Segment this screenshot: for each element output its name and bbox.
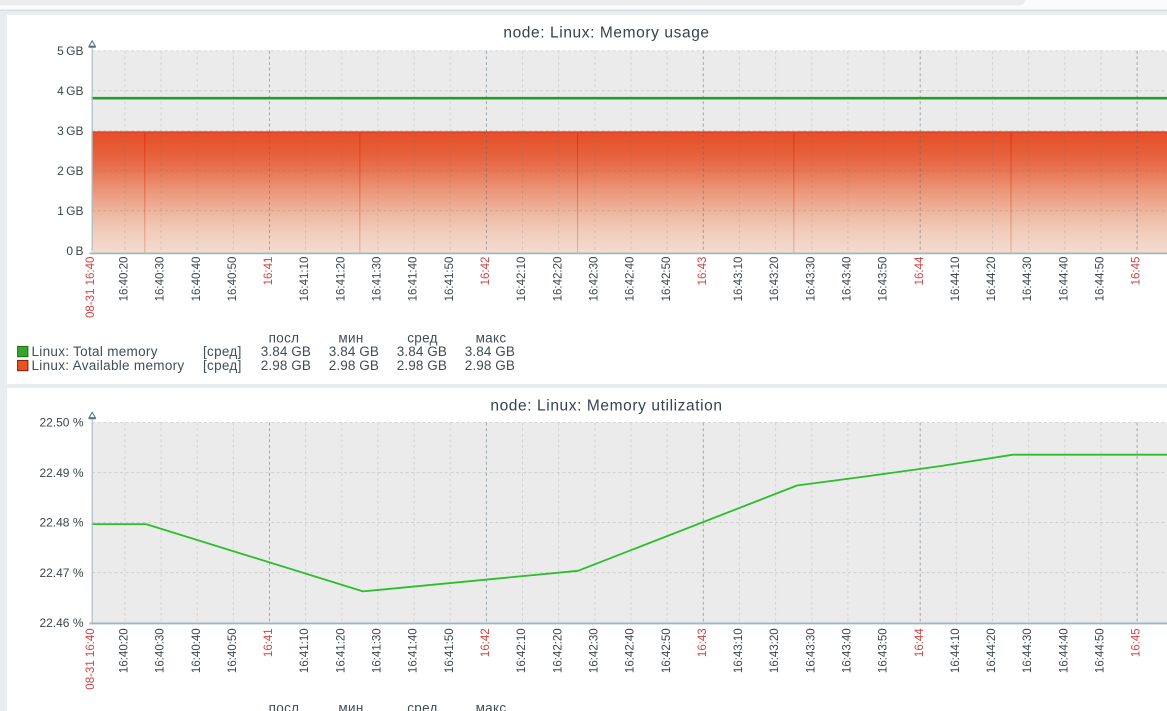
svg-text:22.46 %: 22.46 %: [39, 616, 83, 630]
svg-text:Linux: Total memory: Linux: Total memory: [32, 344, 158, 359]
svg-text:16:44:50: 16:44:50: [1095, 257, 1107, 302]
svg-text:сред: сред: [407, 701, 438, 711]
svg-text:16:42:10: 16:42:10: [516, 257, 528, 302]
svg-text:16:42: 16:42: [480, 628, 492, 657]
svg-text:2 GB: 2 GB: [57, 164, 83, 178]
svg-text:16:41:20: 16:41:20: [335, 628, 347, 673]
svg-text:16:43:10: 16:43:10: [733, 257, 745, 302]
svg-text:16:45: 16:45: [1131, 257, 1143, 286]
svg-text:16:42:30: 16:42:30: [589, 257, 601, 302]
svg-text:16:44: 16:44: [914, 628, 926, 657]
svg-text:node: Linux: Memory utilizatio: node: Linux: Memory utilization: [490, 397, 722, 414]
svg-text:16:43:40: 16:43:40: [842, 628, 854, 673]
svg-text:16:41:50: 16:41:50: [444, 628, 456, 673]
svg-text:16:44:10: 16:44:10: [950, 257, 962, 302]
svg-text:4 GB: 4 GB: [57, 84, 83, 98]
svg-text:16:43:10: 16:43:10: [733, 628, 745, 673]
svg-text:22.48 %: 22.48 %: [39, 516, 83, 530]
svg-text:посл: посл: [269, 331, 300, 346]
svg-text:16:41:30: 16:41:30: [372, 257, 384, 302]
svg-text:Linux: Available memory: Linux: Available memory: [32, 358, 185, 373]
svg-text:16:43:20: 16:43:20: [769, 257, 781, 302]
svg-text:16:41:40: 16:41:40: [408, 257, 420, 302]
svg-text:16:41:50: 16:41:50: [444, 257, 456, 302]
svg-text:макс: макс: [476, 331, 507, 346]
svg-text:[сред]: [сред]: [203, 344, 242, 359]
svg-text:16:40:40: 16:40:40: [191, 257, 203, 302]
svg-text:16:43: 16:43: [697, 628, 709, 657]
svg-text:16:41:40: 16:41:40: [408, 628, 420, 673]
svg-text:16:44:30: 16:44:30: [1022, 257, 1034, 302]
svg-text:node: Linux: Memory usage: node: Linux: Memory usage: [503, 24, 709, 41]
svg-text:3.84 GB: 3.84 GB: [329, 344, 379, 359]
svg-text:16:44:30: 16:44:30: [1022, 628, 1034, 673]
svg-text:08-31 16:40: 08-31 16:40: [85, 257, 97, 318]
svg-text:3.84 GB: 3.84 GB: [261, 344, 311, 359]
svg-text:22.49 %: 22.49 %: [39, 466, 83, 480]
svg-text:16:43:40: 16:43:40: [842, 257, 854, 302]
svg-text:16:41:20: 16:41:20: [335, 257, 347, 302]
svg-text:2.98 GB: 2.98 GB: [465, 358, 515, 373]
svg-text:3.84 GB: 3.84 GB: [465, 344, 515, 359]
svg-text:16:43:50: 16:43:50: [878, 628, 890, 673]
svg-text:08-31 16:40: 08-31 16:40: [85, 628, 97, 689]
svg-text:16:40:40: 16:40:40: [191, 628, 203, 673]
svg-text:16:41:30: 16:41:30: [372, 628, 384, 673]
svg-text:16:43:50: 16:43:50: [878, 257, 890, 302]
svg-text:16:42: 16:42: [480, 257, 492, 286]
svg-text:16:44:50: 16:44:50: [1095, 628, 1107, 673]
svg-text:16:42:20: 16:42:20: [552, 257, 564, 302]
svg-text:16:43:30: 16:43:30: [805, 257, 817, 302]
svg-text:16:42:40: 16:42:40: [625, 257, 637, 302]
svg-text:16:44:20: 16:44:20: [986, 628, 998, 673]
svg-text:16:41:10: 16:41:10: [299, 257, 311, 302]
svg-text:16:45: 16:45: [1131, 628, 1143, 657]
svg-text:16:40:20: 16:40:20: [119, 628, 131, 673]
svg-text:16:43:30: 16:43:30: [805, 628, 817, 673]
svg-text:16:40:30: 16:40:30: [155, 628, 167, 673]
svg-text:3.84 GB: 3.84 GB: [397, 344, 447, 359]
svg-text:16:42:20: 16:42:20: [552, 628, 564, 673]
svg-text:22.47 %: 22.47 %: [39, 566, 83, 580]
svg-text:16:41: 16:41: [263, 257, 275, 286]
svg-text:16:42:30: 16:42:30: [589, 628, 601, 673]
svg-text:16:42:40: 16:42:40: [625, 628, 637, 673]
svg-text:мин: мин: [338, 331, 363, 346]
svg-text:16:42:10: 16:42:10: [516, 628, 528, 673]
svg-text:2.98 GB: 2.98 GB: [261, 358, 311, 373]
svg-text:22.50 %: 22.50 %: [39, 416, 83, 430]
svg-text:16:40:20: 16:40:20: [119, 257, 131, 302]
svg-text:16:42:50: 16:42:50: [661, 257, 673, 302]
svg-text:0 B: 0 B: [66, 244, 83, 258]
svg-text:16:42:50: 16:42:50: [661, 628, 673, 673]
svg-text:сред: сред: [407, 331, 438, 346]
svg-text:16:40:50: 16:40:50: [227, 257, 239, 302]
svg-text:5 GB: 5 GB: [57, 44, 83, 58]
svg-text:16:40:30: 16:40:30: [155, 257, 167, 302]
svg-text:16:41:10: 16:41:10: [299, 628, 311, 673]
svg-text:16:44:40: 16:44:40: [1058, 628, 1070, 673]
svg-text:16:41: 16:41: [263, 628, 275, 657]
svg-text:16:43:20: 16:43:20: [769, 628, 781, 673]
svg-text:16:43: 16:43: [697, 257, 709, 286]
svg-text:мин: мин: [338, 701, 363, 711]
svg-text:3 GB: 3 GB: [57, 124, 83, 138]
svg-text:16:40:50: 16:40:50: [227, 628, 239, 673]
svg-text:2.98 GB: 2.98 GB: [329, 358, 379, 373]
svg-text:посл: посл: [269, 701, 300, 711]
svg-text:1 GB: 1 GB: [57, 204, 83, 218]
svg-text:2.98 GB: 2.98 GB: [397, 358, 447, 373]
svg-text:16:44:20: 16:44:20: [986, 257, 998, 302]
svg-text:16:44:10: 16:44:10: [950, 628, 962, 673]
svg-text:16:44:40: 16:44:40: [1058, 257, 1070, 302]
svg-text:16:44: 16:44: [914, 256, 926, 285]
svg-text:[сред]: [сред]: [203, 358, 242, 373]
svg-text:макс: макс: [476, 701, 507, 711]
